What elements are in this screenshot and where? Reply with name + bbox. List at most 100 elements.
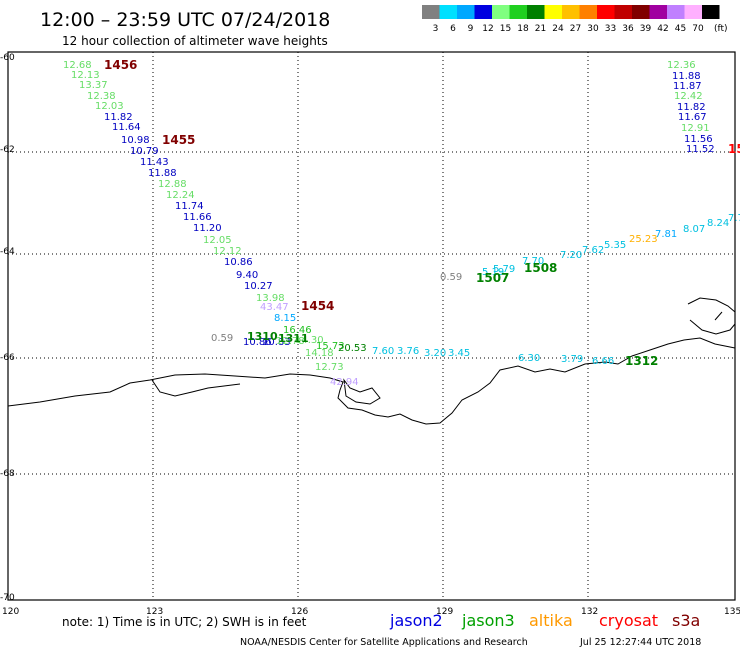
lat-label: -62 xyxy=(0,145,15,155)
pass-time-label: 15 xyxy=(728,142,740,156)
legend-tick-label: 27 xyxy=(570,24,581,34)
swh-label: 12.36 xyxy=(667,60,696,71)
pass-time-label: 1310 xyxy=(247,330,278,343)
swh-label: 11.52 xyxy=(686,144,715,155)
swh-label: 10.27 xyxy=(244,281,273,292)
swh-label: 11.88 xyxy=(672,71,701,82)
map-title: 12:00 – 23:59 UTC 07/24/2018 xyxy=(40,9,330,31)
swh-label: 8.15 xyxy=(274,313,296,324)
legend-swatch xyxy=(509,5,527,19)
legend-swatch xyxy=(684,5,702,19)
color-legend: 3 6 9 12 15 18 21 24 27 30 33 36 39 42 45 70 xyxy=(422,5,720,34)
satellite-legend: jason2 jason3 altika cryosat s3a xyxy=(389,611,700,630)
swh-label: 11.87 xyxy=(673,81,702,92)
legend-unit: (ft) xyxy=(714,24,728,34)
pass-time-label: 1455 xyxy=(162,133,195,147)
swh-label: 16.46 xyxy=(283,325,312,336)
legend-tick-label: 45 xyxy=(675,24,686,34)
swh-label: 3.45 xyxy=(448,348,470,359)
lat-label: -64 xyxy=(0,247,15,257)
swh-label: 8.24 xyxy=(707,218,729,229)
legend-tick-label: 36 xyxy=(622,24,634,34)
swh-label: 25.23 xyxy=(629,234,658,245)
legend-swatch xyxy=(562,5,580,19)
map-subtitle: 12 hour collection of altimeter wave hei… xyxy=(62,34,328,48)
legend-swatch xyxy=(527,5,545,19)
lon-label: 132 xyxy=(581,607,598,617)
swh-label: 10.79 xyxy=(130,146,159,157)
swh-label: 11.88 xyxy=(148,168,177,179)
swh-label: 7.81 xyxy=(655,229,677,240)
pass-time-label: 1454 xyxy=(301,299,334,313)
legend-swatch xyxy=(597,5,615,19)
swh-label: 3.20 xyxy=(424,348,446,359)
pass-time-label: 1507 xyxy=(476,271,509,285)
lat-label: -60 xyxy=(0,53,15,63)
legend-swatch xyxy=(579,5,597,19)
track-east-labels: 12.3611.8811.8712.4211.8211.6712.9111.56… xyxy=(667,60,715,155)
swh-label: 12.05 xyxy=(203,235,232,246)
swh-label: 12.24 xyxy=(166,190,195,201)
swh-label: 12.78 xyxy=(276,336,305,347)
swh-label: 7.7 xyxy=(728,213,740,224)
legend-tick-label: 3 xyxy=(433,24,439,34)
swh-label: 0.59 xyxy=(440,272,462,283)
swh-label: 5.79 xyxy=(493,264,515,275)
swh-label: 14.30 xyxy=(295,335,324,346)
swh-label: 13.98 xyxy=(256,293,285,304)
swh-label: 15.73 xyxy=(316,341,345,352)
legend-swatch xyxy=(422,5,440,19)
lat-label: -68 xyxy=(0,469,15,479)
footer-credit: NOAA/NESDIS Center for Satellite Applica… xyxy=(240,637,528,648)
swh-label: 3.79 xyxy=(561,354,583,365)
pass-time-label: 1312 xyxy=(625,354,658,368)
swh-label: 5.35 xyxy=(604,240,626,251)
swh-label: 12.88 xyxy=(158,179,187,190)
swh-label: 12.68 xyxy=(63,60,92,71)
swh-label: 12.73 xyxy=(315,362,344,373)
legend-swatch xyxy=(632,5,650,19)
swh-label: 10.86 xyxy=(224,257,253,268)
legend-swatch xyxy=(702,5,720,19)
pass-time-label: 1508 xyxy=(524,261,557,275)
legend-tick-label: 21 xyxy=(535,24,546,34)
swh-label: 12.12 xyxy=(213,246,242,257)
satellite-altika-label: altika xyxy=(529,611,573,630)
swh-label: 11.56 xyxy=(684,134,713,145)
legend-swatch xyxy=(544,5,562,19)
satellite-s3a-label: s3a xyxy=(672,611,700,630)
swh-label: 9.40 xyxy=(236,270,258,281)
swh-label: 14.18 xyxy=(305,348,334,359)
legend-tick-label: 15 xyxy=(500,24,511,34)
swh-label: 0.59 xyxy=(211,333,233,344)
swh-label: 10.86 xyxy=(243,337,272,348)
swh-label: 7.62 xyxy=(582,245,604,256)
swh-label: 11.66 xyxy=(183,212,212,223)
swh-label: 42.94 xyxy=(330,377,359,388)
swh-label: 12.13 xyxy=(71,70,100,81)
legend-swatch xyxy=(439,5,457,19)
lat-label: -66 xyxy=(0,353,15,363)
legend-swatch xyxy=(614,5,632,19)
legend-tick-label: 33 xyxy=(605,24,616,34)
coastline-bay xyxy=(151,379,241,397)
swh-label: 6.66 xyxy=(592,356,614,367)
swh-label: 11.74 xyxy=(175,201,204,212)
swh-label: 10.98 xyxy=(121,135,150,146)
legend-tick-label: 39 xyxy=(640,24,652,34)
legend-swatch xyxy=(457,5,475,19)
lon-label: 129 xyxy=(436,607,453,617)
swh-label: 12.91 xyxy=(681,123,710,134)
satellite-jason2-label: jason2 xyxy=(389,611,443,630)
legend-swatch xyxy=(667,5,685,19)
swh-label: 11.67 xyxy=(678,112,707,123)
coastline-island xyxy=(343,378,381,405)
legend-swatch xyxy=(474,5,492,19)
footer-timestamp: Jul 25 12:27:44 UTC 2018 xyxy=(579,637,701,648)
swh-label: 11.82 xyxy=(677,102,706,113)
